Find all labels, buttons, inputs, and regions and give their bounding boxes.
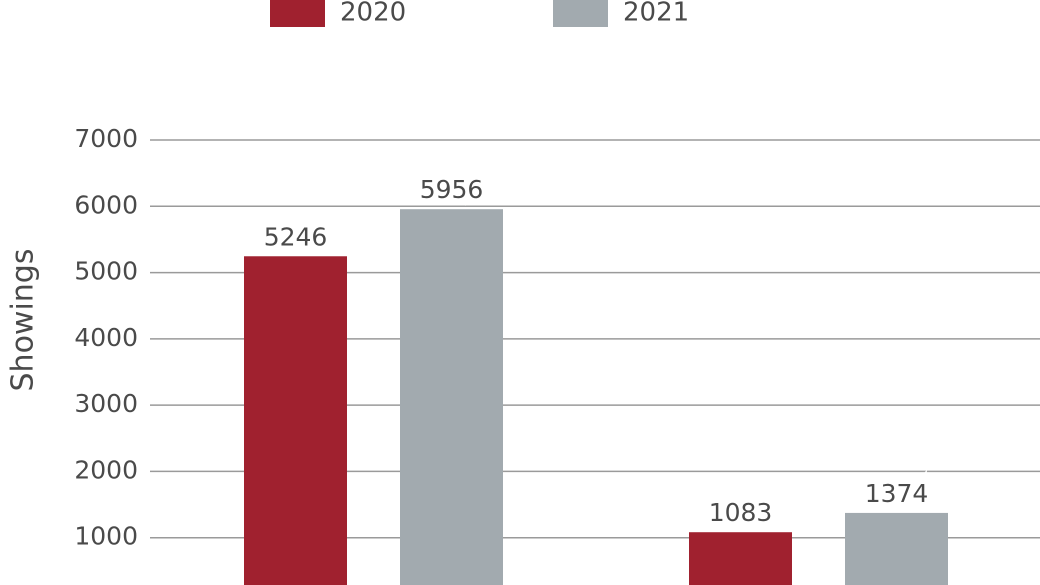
bar xyxy=(689,532,792,585)
data-label: 1083 xyxy=(709,498,773,527)
y-axis-label: Showings xyxy=(6,249,41,392)
data-label: 5956 xyxy=(420,175,484,204)
y-tick-label: 6000 xyxy=(74,190,138,219)
bar xyxy=(244,256,347,585)
y-tick-label: 7000 xyxy=(74,124,138,153)
bar xyxy=(400,209,503,585)
bar xyxy=(845,512,948,585)
data-label: 1374 xyxy=(865,479,929,508)
y-tick-label: 3000 xyxy=(74,389,138,418)
legend-swatch xyxy=(553,0,608,27)
legend-label: 2020 xyxy=(340,0,406,28)
y-tick-label: 2000 xyxy=(74,455,138,484)
y-tick-label: 5000 xyxy=(74,257,138,286)
legend-label: 2021 xyxy=(623,0,689,28)
y-tick-label: 1000 xyxy=(74,522,138,551)
y-tick-label: 4000 xyxy=(74,323,138,352)
legend-swatch xyxy=(270,0,325,27)
data-label: 5246 xyxy=(264,222,328,251)
